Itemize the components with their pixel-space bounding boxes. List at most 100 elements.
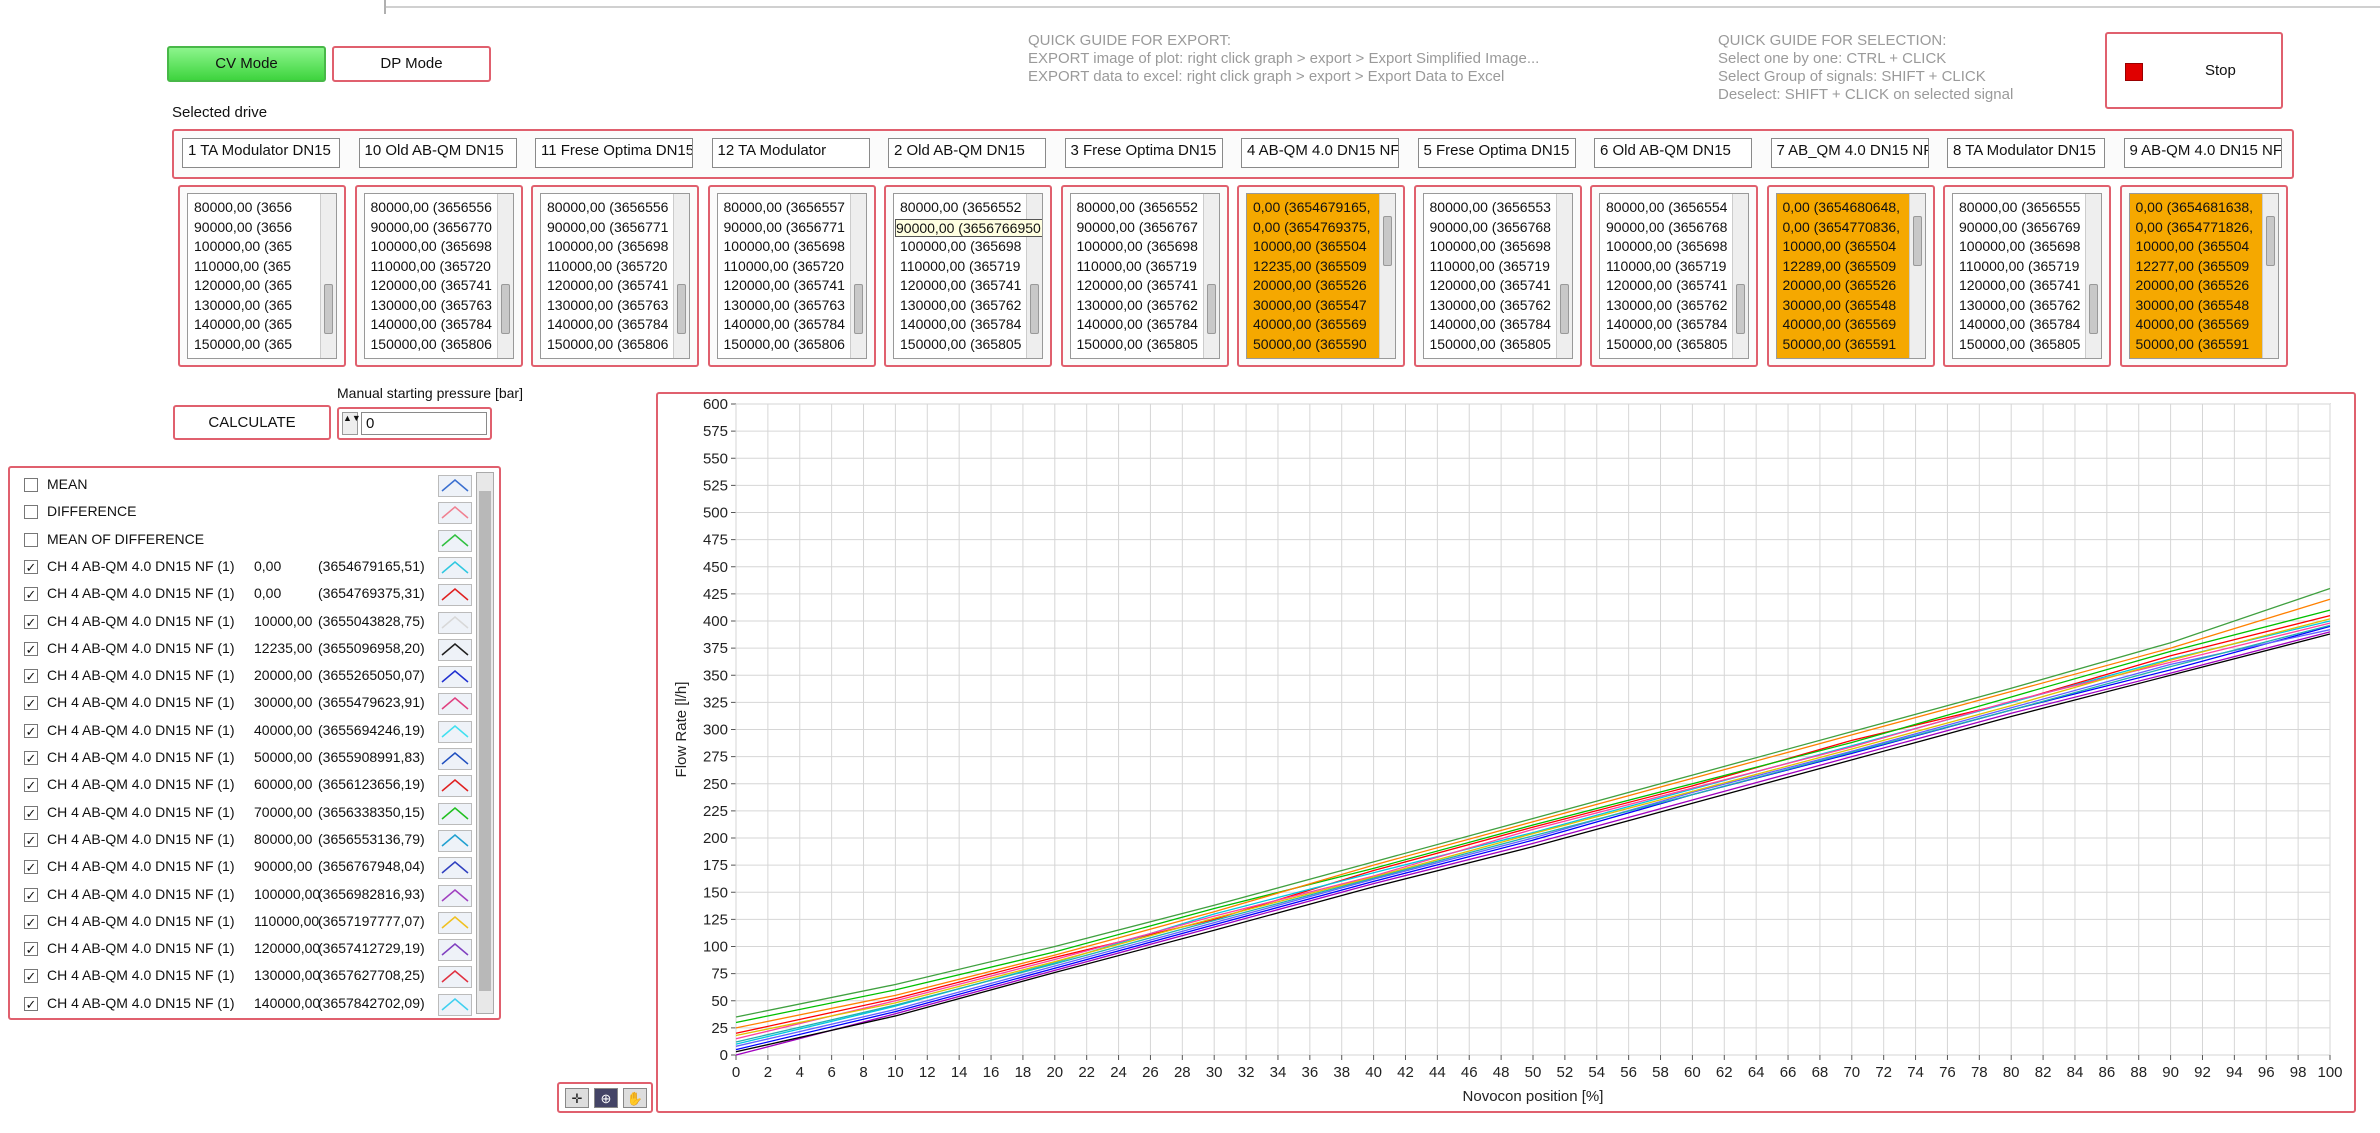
drive-list-item[interactable]: 110000,00 (365719 [900,257,1021,274]
drive-list-item[interactable]: 90000,00 (3656768 [1429,218,1551,235]
drive-list-item[interactable]: 40000,00 (365569 [1782,316,1897,332]
drive-list-item[interactable]: 80000,00 (3656553 [1429,199,1551,215]
checkbox[interactable]: ✓ [24,614,38,630]
spinner[interactable]: ▲▼ [342,412,361,435]
drive-list-item[interactable]: 110000,00 (365719 [1606,257,1727,274]
checkbox[interactable] [24,478,38,492]
drive-list-item[interactable]: 100000,00 (365698 [723,238,845,254]
drive-list-item[interactable]: 40000,00 (365569 [1253,316,1367,332]
drive-list-item[interactable]: 0,00 (3654681638, [2135,199,2254,215]
drive-list-item[interactable]: 150000,00 (365805 [1429,335,1551,352]
drive-list-item[interactable]: 90000,00 (3656766950,09) [895,218,1042,237]
checkbox[interactable] [24,505,38,520]
signal-label[interactable]: MEAN OF DIFFERENCE [47,530,205,547]
drive-list-item[interactable]: 130000,00 (365762 [1606,296,1728,313]
drive-list-item[interactable]: 110000,00 (365720 [547,257,668,274]
drive-list-item[interactable]: 80000,00 (3656552 [900,199,1022,215]
drive-list-item[interactable]: 100000,00 (365698 [1606,238,1728,254]
palette-tool[interactable]: ✋ [623,1088,647,1108]
drive-list-item[interactable]: 80000,00 (3656 [194,199,293,215]
drive-list-item[interactable]: 140000,00 (365784 [1959,316,2081,332]
stop-button[interactable]: Stop [2105,32,2283,109]
drive-list-item[interactable]: 120000,00 (365741 [900,277,1022,293]
drive-list-item[interactable]: 90000,00 (3656 [194,218,293,235]
drive-list-item[interactable]: 120000,00 (365741 [370,277,492,293]
drive-list-item[interactable]: 100000,00 (365698 [1429,238,1551,254]
signal-label[interactable]: CH 4 AB-QM 4.0 DN15 NF (1) [47,585,235,602]
checkbox[interactable]: ✓ [24,805,38,821]
line-style-icon[interactable] [438,857,472,880]
drive-list-item[interactable]: 120000,00 (365741 [547,277,669,293]
drive-list-item[interactable]: 150000,00 (365806 [370,335,492,352]
signal-label[interactable]: CH 4 AB-QM 4.0 DN15 NF (1) [47,721,235,738]
drive-list-item[interactable]: 12277,00 (365509 [2135,257,2250,274]
drive-list-item[interactable]: 120000,00 (365741 [1959,277,2081,293]
drive-list-item[interactable]: 130000,00 (365762 [1076,296,1198,313]
drive-list-item[interactable]: 150000,00 (365805 [1076,335,1198,352]
signal-label[interactable]: CH 4 AB-QM 4.0 DN15 NF (1) [47,776,235,793]
checkbox[interactable]: ✓ [24,587,38,603]
drive-list-item[interactable]: 10000,00 (365504 [1782,238,1897,254]
line-style-icon[interactable] [438,911,472,934]
drive-list-item[interactable]: 140000,00 (365784 [370,316,492,332]
checkbox[interactable]: ✓ [24,860,38,876]
drive-list-item[interactable]: 150000,00 (365805 [1606,335,1728,352]
line-style-icon[interactable] [438,939,472,962]
drive-list-item[interactable]: 90000,00 (3656771 [723,218,845,235]
drive-list-item[interactable]: 130000,00 (365762 [1959,296,2081,313]
pressure-value[interactable]: 0 [361,412,487,435]
drive-list-item[interactable]: 0,00 (3654769375, [1253,218,1371,235]
drive-list-item[interactable]: 10000,00 (365504 [1253,238,1367,254]
drive-list-item[interactable]: 12289,00 (365509 [1782,257,1897,274]
drive-list-item[interactable]: 140000,00 (365784 [1076,316,1198,332]
drive-list-item[interactable]: 80000,00 (3656554 [1606,199,1728,215]
drive-list-item[interactable]: 80000,00 (3656556 [547,199,669,215]
checkbox[interactable]: ✓ [24,778,38,794]
signal-label[interactable]: CH 4 AB-QM 4.0 DN15 NF (1) [47,612,235,629]
checkbox[interactable]: ✓ [24,832,38,848]
drive-list-item[interactable]: 150000,00 (365806 [723,335,845,352]
checkbox[interactable]: ✓ [24,723,38,739]
calculate-button[interactable]: CALCULATE [173,405,331,440]
signal-label[interactable]: CH 4 AB-QM 4.0 DN15 NF (1) [47,830,235,847]
drive-list-item[interactable]: 80000,00 (3656557 [723,199,845,215]
line-style-icon[interactable] [438,693,472,716]
drive-list-item[interactable]: 130000,00 (365762 [900,296,1022,313]
drive-list-item[interactable]: 30000,00 (365548 [2135,296,2250,313]
signal-label[interactable]: CH 4 AB-QM 4.0 DN15 NF (1) [47,858,235,875]
drive-list-item[interactable]: 0,00 (3654770836, [1782,218,1901,235]
line-style-icon[interactable] [438,993,472,1016]
checkbox[interactable]: ✓ [24,751,38,766]
drive-list-item[interactable]: 130000,00 (365 [194,296,293,313]
drive-list-item[interactable]: 12235,00 (365509 [1253,257,1367,274]
drive-list-item[interactable]: 150000,00 (365805 [1959,335,2081,352]
drive-list-item[interactable]: 40000,00 (365569 [2135,316,2250,332]
line-style-icon[interactable] [438,748,472,770]
line-style-icon[interactable] [438,829,472,852]
checkbox[interactable]: ✓ [24,696,38,712]
drive-list-item[interactable]: 20000,00 (365526 [2135,277,2250,293]
signal-label[interactable]: CH 4 AB-QM 4.0 DN15 NF (1) [47,912,235,929]
drive-list-item[interactable]: 90000,00 (3656768 [1606,218,1728,235]
drive-list-item[interactable]: 20000,00 (365526 [1782,277,1897,293]
signal-label[interactable]: CH 4 AB-QM 4.0 DN15 NF (1) [47,667,235,684]
drive-list-item[interactable]: 140000,00 (365784 [1606,316,1728,332]
drive-list-item[interactable]: 100000,00 (365698 [370,238,492,254]
drive-list-item[interactable]: 110000,00 (365 [194,257,292,274]
drive-list-item[interactable]: 80000,00 (3656552 [1076,199,1198,215]
drive-list-item[interactable]: 150000,00 (365805 [900,335,1022,352]
drive-list-item[interactable]: 130000,00 (365763 [547,296,669,313]
drive-list-item[interactable]: 120000,00 (365741 [1429,277,1551,293]
drive-list-item[interactable]: 90000,00 (3656770 [370,218,492,235]
drive-list-item[interactable]: 80000,00 (3656555 [1959,199,2081,215]
drive-list-item[interactable]: 90000,00 (3656771 [547,218,669,235]
drive-list-item[interactable]: 30000,00 (365547 [1253,296,1367,313]
drive-list-item[interactable]: 20000,00 (365526 [1253,277,1367,293]
drive-list-item[interactable]: 140000,00 (365784 [1429,316,1551,332]
drive-list-item[interactable]: 100000,00 (365 [194,238,293,254]
drive-list-item[interactable]: 120000,00 (365741 [1076,277,1198,293]
checkbox[interactable]: ✓ [24,887,38,903]
drive-list-item[interactable]: 120000,00 (365741 [723,277,845,293]
drive-list-item[interactable]: 110000,00 (365719 [1429,257,1550,274]
drive-list-item[interactable]: 90000,00 (3656769 [1959,218,2081,235]
